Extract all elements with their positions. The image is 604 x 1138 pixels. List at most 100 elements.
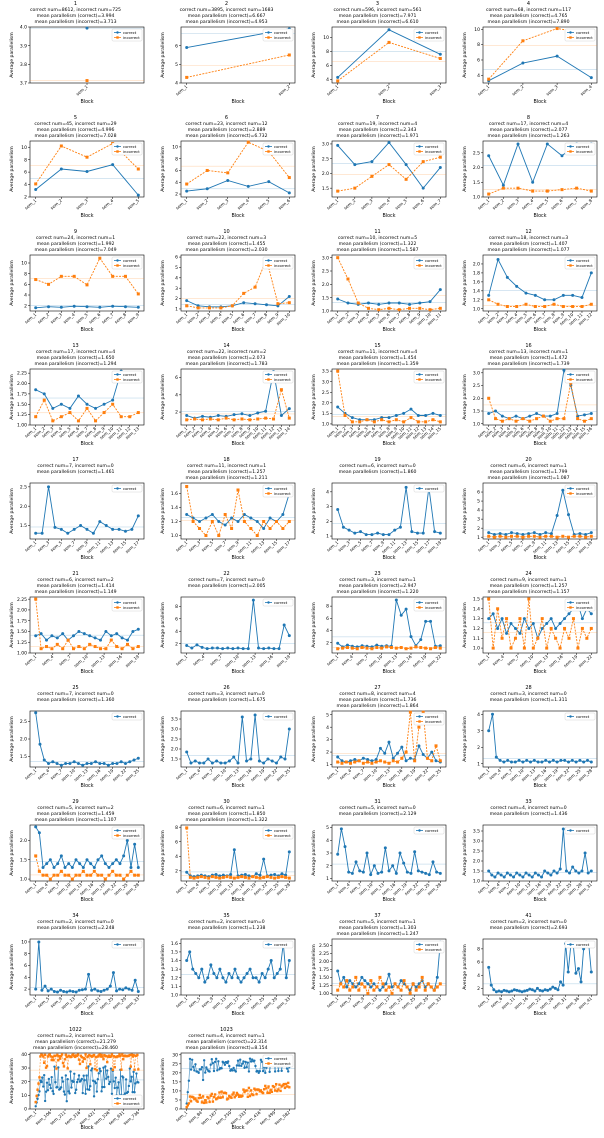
point-incorrect bbox=[208, 306, 211, 310]
subplot-title: 29 bbox=[72, 799, 78, 805]
point-correct bbox=[424, 619, 428, 623]
point-correct bbox=[83, 987, 87, 991]
point-correct bbox=[34, 987, 38, 991]
point-correct bbox=[236, 520, 240, 523]
point-correct bbox=[38, 1090, 41, 1093]
subplot-title: 4 bbox=[527, 1, 530, 7]
point-correct bbox=[199, 1068, 203, 1071]
point-correct bbox=[377, 302, 381, 306]
x-tick-label: sem_13 bbox=[382, 654, 398, 668]
point-correct bbox=[589, 869, 593, 873]
y-tick-label: 1.4 bbox=[171, 505, 178, 511]
legend-label-correct: correct bbox=[123, 144, 137, 149]
point-correct bbox=[65, 1099, 68, 1103]
point-correct bbox=[126, 638, 129, 642]
point-correct bbox=[253, 302, 257, 306]
point-correct bbox=[492, 532, 496, 536]
y-tick-label: 2.0 bbox=[322, 400, 329, 406]
subplot-title: 14 bbox=[223, 343, 229, 349]
legend: correct bbox=[564, 826, 596, 835]
point-correct bbox=[90, 1069, 93, 1072]
y-tick-label: 4 bbox=[326, 489, 329, 495]
point-correct bbox=[186, 1090, 189, 1094]
series-line-incorrect bbox=[186, 54, 290, 78]
y-tick-label: 2 bbox=[326, 750, 329, 756]
point-correct bbox=[118, 987, 122, 991]
y-tick-label: 1.50 bbox=[319, 975, 329, 981]
point-correct bbox=[85, 305, 89, 309]
plot-frame bbox=[29, 1052, 145, 1110]
point-correct bbox=[247, 1070, 251, 1073]
x-axis-label: Block bbox=[232, 441, 245, 447]
point-incorrect bbox=[487, 597, 491, 601]
point-correct bbox=[59, 1086, 63, 1089]
legend-box bbox=[262, 256, 294, 270]
point-correct bbox=[531, 622, 535, 626]
x-axis-label: Block bbox=[534, 897, 547, 903]
point-correct bbox=[438, 644, 442, 648]
point-correct bbox=[582, 413, 586, 417]
legend-box bbox=[413, 598, 445, 612]
point-incorrect bbox=[205, 1101, 208, 1104]
y-tick-label: 15 bbox=[172, 1080, 178, 1086]
subplot-counts: correct num=2, incorrect num=0 bbox=[490, 919, 566, 925]
point-correct bbox=[269, 959, 273, 963]
point-incorrect bbox=[269, 875, 273, 879]
point-correct bbox=[570, 758, 574, 762]
series-line-correct bbox=[488, 368, 592, 420]
y-tick-label: 3.0 bbox=[322, 255, 329, 261]
legend-label-incorrect: incorrect bbox=[425, 263, 442, 268]
point-correct bbox=[111, 971, 115, 975]
subplot-mean-correct: mean parallelism (correct)=1.736 bbox=[339, 697, 417, 703]
y-tick-label: 6 bbox=[477, 58, 480, 64]
point-incorrect bbox=[366, 991, 370, 995]
point-incorrect bbox=[133, 1068, 136, 1071]
point-correct bbox=[185, 189, 189, 193]
point-correct bbox=[192, 1065, 195, 1069]
subplot-counts: correct num=6, incorrect num=0 bbox=[339, 463, 415, 469]
x-tick-label: sem_7 bbox=[213, 540, 227, 553]
point-incorrect bbox=[248, 418, 252, 422]
legend-marker-correct bbox=[418, 373, 421, 376]
y-axis-label: Average parallelism bbox=[160, 374, 166, 420]
point-correct bbox=[555, 54, 559, 58]
point-correct bbox=[209, 1063, 212, 1066]
point-correct bbox=[510, 531, 513, 535]
subplot-mean-correct: mean parallelism (correct)=22.314 bbox=[186, 1039, 267, 1045]
legend: correct bbox=[111, 484, 143, 493]
point-incorrect bbox=[336, 647, 340, 651]
point-correct bbox=[200, 414, 204, 418]
point-correct bbox=[408, 756, 412, 760]
y-tick-label: 1.5 bbox=[473, 869, 480, 875]
y-tick-label: 2.5 bbox=[20, 719, 27, 725]
point-incorrect bbox=[49, 1055, 52, 1058]
point-correct bbox=[256, 1069, 259, 1073]
point-incorrect bbox=[353, 760, 357, 764]
point-correct bbox=[78, 862, 82, 866]
y-tick-label: 3.0 bbox=[322, 142, 329, 148]
point-correct bbox=[222, 1061, 226, 1064]
point-correct bbox=[287, 191, 291, 195]
point-incorrect bbox=[561, 305, 565, 309]
point-incorrect bbox=[438, 57, 442, 60]
point-correct bbox=[125, 838, 129, 842]
point-correct bbox=[257, 980, 261, 984]
legend-label-correct: correct bbox=[425, 144, 439, 149]
x-tick-label: sem_1 bbox=[477, 996, 491, 1009]
y-tick-label: 4 bbox=[175, 81, 178, 87]
point-correct bbox=[536, 760, 540, 764]
point-incorrect bbox=[50, 1058, 53, 1062]
point-correct bbox=[194, 971, 198, 975]
subplot-mean-incorrect: mean parallelism (incorrect)=1.971 bbox=[336, 133, 418, 139]
legend-label-correct: correct bbox=[425, 600, 439, 605]
x-axis-label: Block bbox=[232, 897, 245, 903]
point-correct bbox=[136, 305, 140, 309]
point-correct bbox=[108, 1080, 112, 1084]
point-incorrect bbox=[342, 985, 346, 989]
point-incorrect bbox=[510, 534, 513, 538]
point-correct bbox=[136, 514, 140, 518]
y-tick-label: 6 bbox=[175, 375, 178, 381]
point-correct bbox=[115, 989, 119, 993]
